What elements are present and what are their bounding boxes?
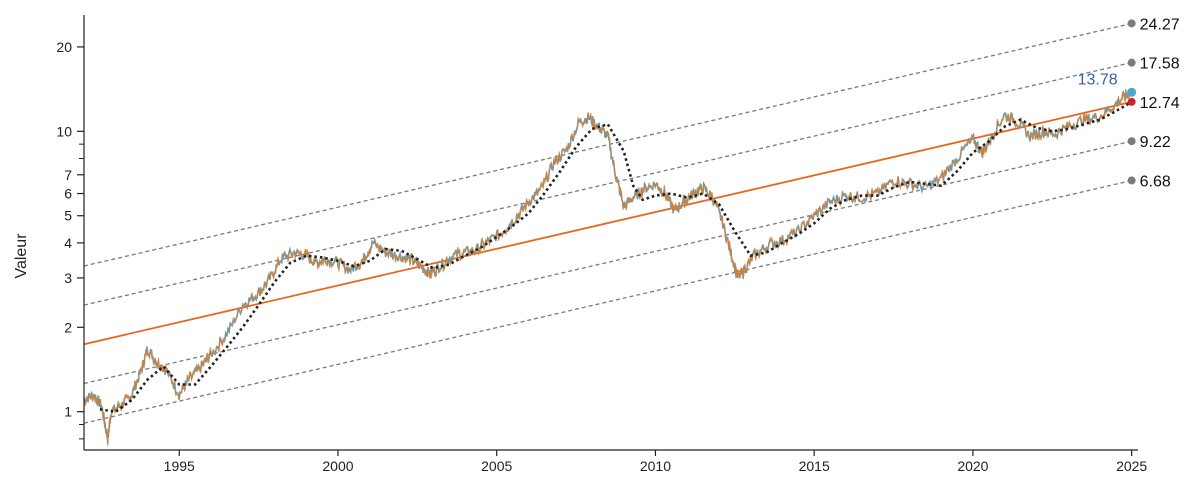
y-tick-label: 7 bbox=[64, 167, 72, 183]
price-series bbox=[83, 88, 1133, 446]
x-tick-label: 2020 bbox=[957, 458, 988, 474]
x-tick-label: 2005 bbox=[481, 458, 512, 474]
channel-end-label: 24.27 bbox=[1140, 16, 1180, 33]
channel-end-marker bbox=[1127, 19, 1136, 28]
trend-end-marker bbox=[1127, 97, 1136, 106]
y-tick-label: 5 bbox=[64, 208, 72, 224]
moving-average-path bbox=[99, 100, 1133, 414]
channel-end-label: 9.22 bbox=[1140, 134, 1171, 151]
channel-end-label: 17.58 bbox=[1140, 56, 1180, 73]
y-tick-label: 4 bbox=[64, 235, 72, 251]
y-tick-label: 2 bbox=[64, 319, 72, 335]
channel-lines bbox=[83, 22, 1132, 424]
channel-line bbox=[83, 22, 1132, 267]
y-tick-label: 1 bbox=[64, 404, 72, 420]
channel-line bbox=[83, 61, 1132, 306]
end-labels: 12.74 24.27 17.58 9.22 6.68 13.78 bbox=[1078, 16, 1180, 190]
x-tick-label: 1995 bbox=[164, 458, 195, 474]
x-tick-label: 2000 bbox=[322, 458, 353, 474]
moving-average-line bbox=[99, 100, 1133, 414]
y-tick-label: 20 bbox=[56, 39, 72, 55]
channel-end-marker bbox=[1127, 58, 1136, 67]
axes: Valeur bbox=[13, 15, 1138, 451]
y-tick-label: 10 bbox=[56, 123, 72, 139]
y-tick-label: 6 bbox=[64, 186, 72, 202]
y-tick-label: 3 bbox=[64, 270, 72, 286]
axis-ticks: 1995 2000 2005 2010 2015 2020 2025 1 2 3 4 5 6 7 10 20 bbox=[56, 39, 1147, 474]
channel-end-label: 6.68 bbox=[1140, 173, 1171, 190]
channel-end-marker bbox=[1127, 176, 1136, 185]
x-tick-label: 2015 bbox=[799, 458, 830, 474]
channel-line bbox=[83, 179, 1132, 424]
x-tick-label: 2010 bbox=[640, 458, 671, 474]
trend-line-path bbox=[83, 101, 1132, 346]
current-value-label: 13.78 bbox=[1078, 71, 1118, 88]
price-overlay-line bbox=[83, 88, 1133, 446]
channel-line bbox=[83, 140, 1132, 385]
channel-end-marker bbox=[1127, 137, 1136, 146]
trend-end-label: 12.74 bbox=[1140, 95, 1180, 112]
y-axis-label: Valeur bbox=[13, 233, 30, 279]
trend-line bbox=[83, 101, 1132, 346]
x-tick-label: 2025 bbox=[1116, 458, 1147, 474]
current-value-marker bbox=[1127, 87, 1137, 97]
